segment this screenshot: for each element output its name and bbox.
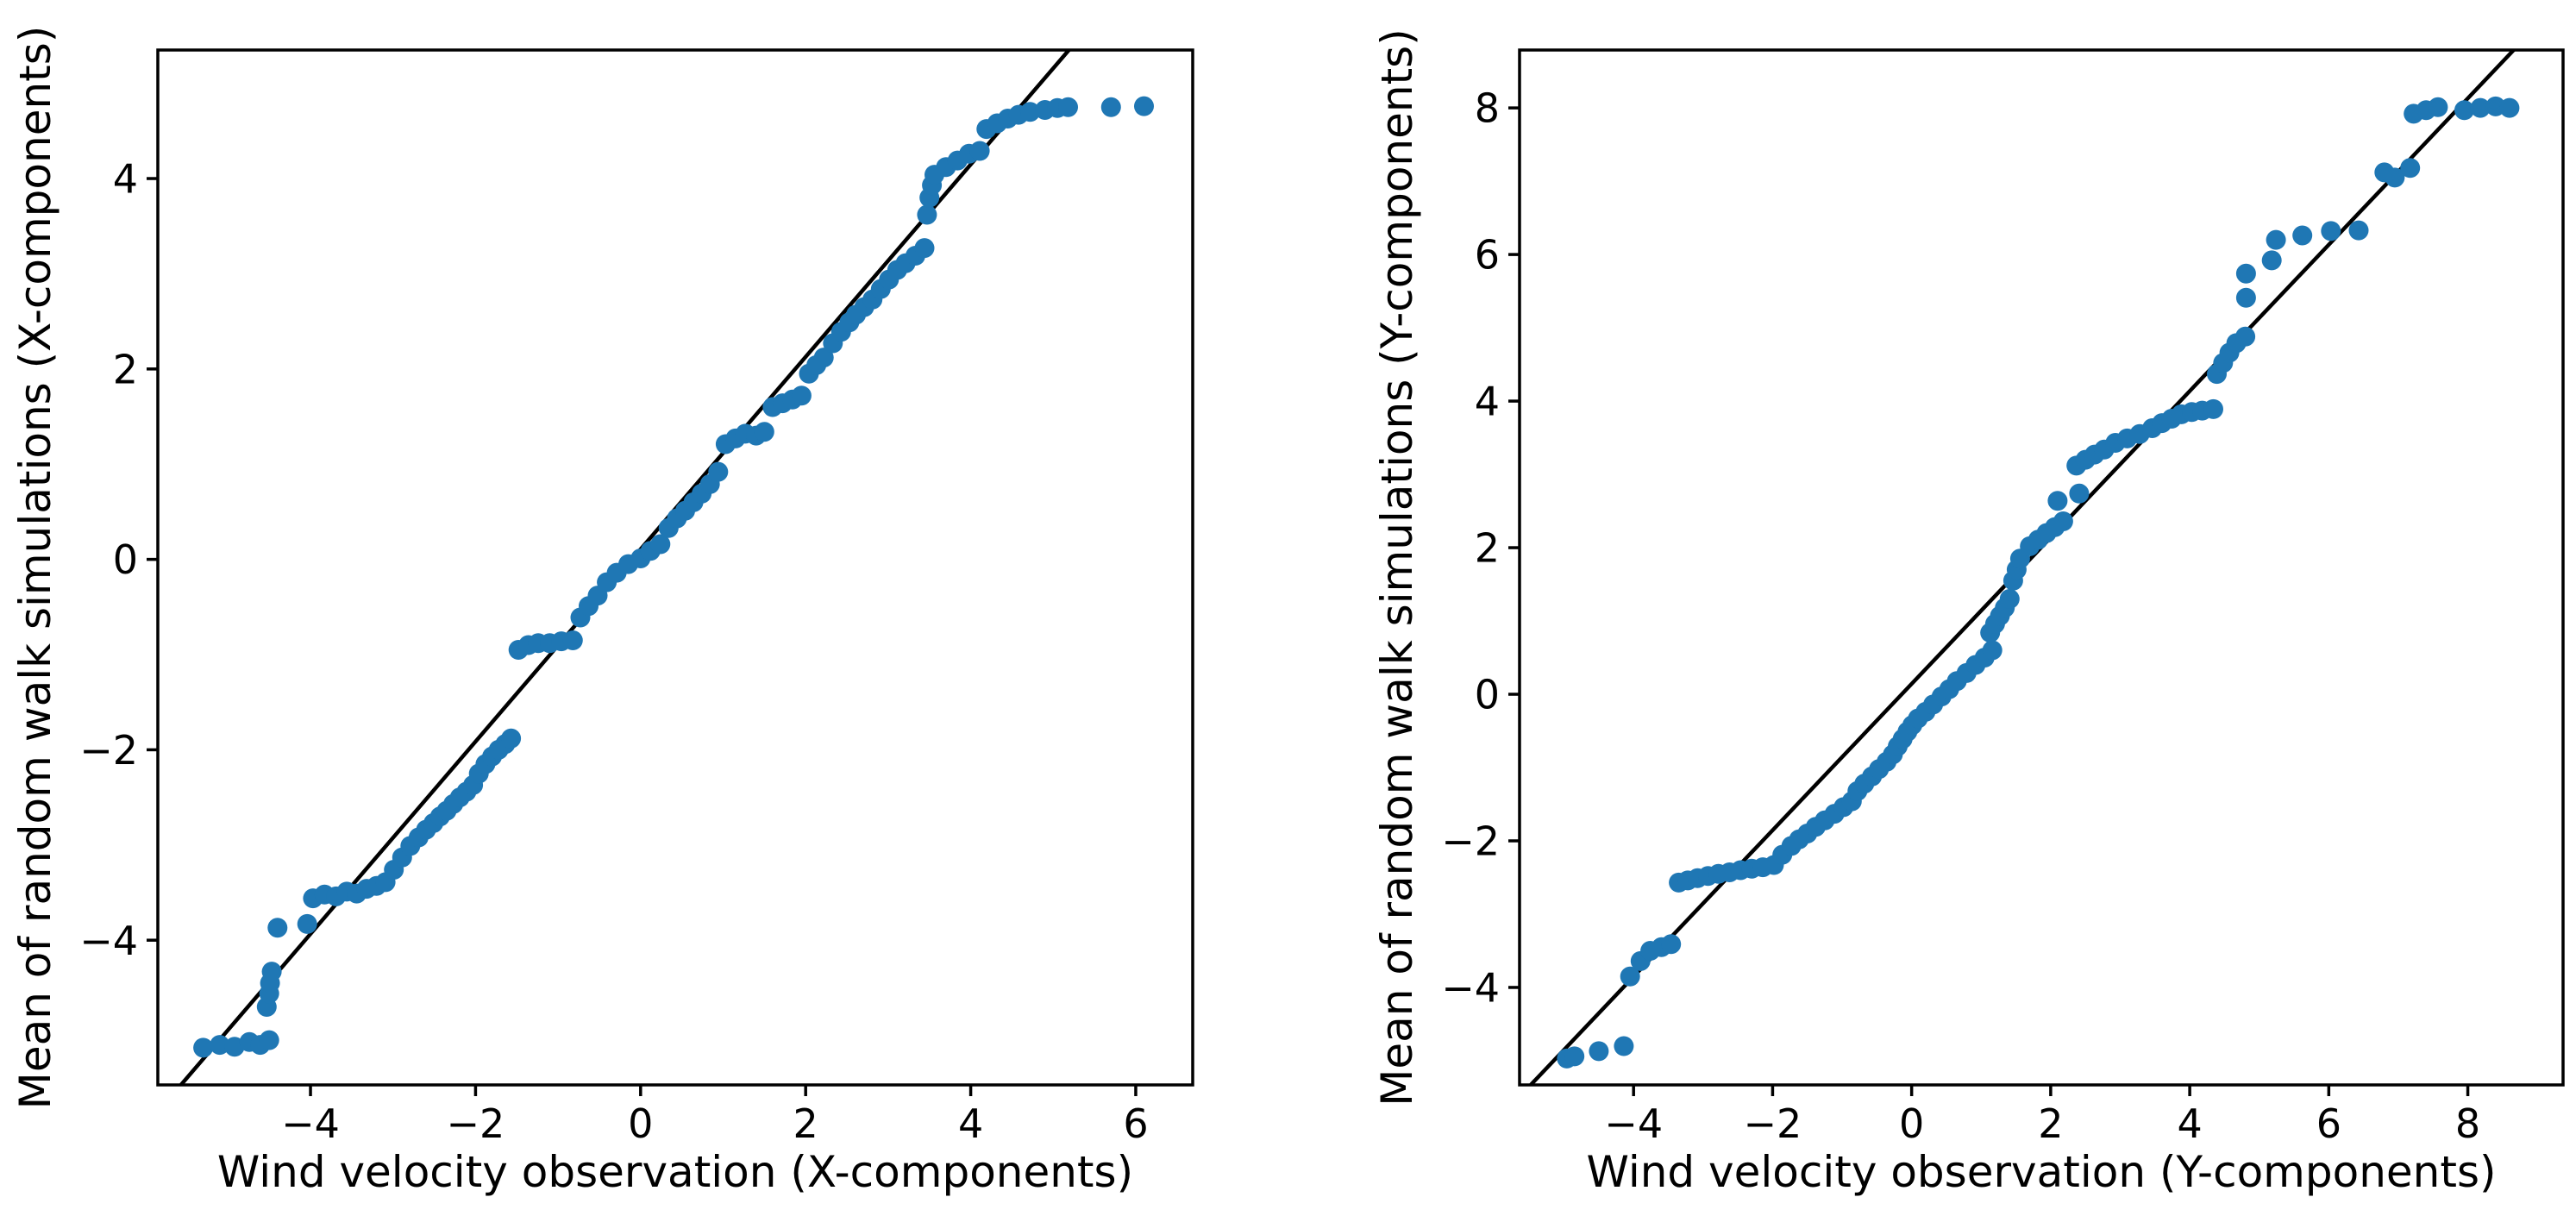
panel-y-data-point	[2499, 97, 2520, 118]
panel-y-xtick-label: −2	[1744, 1100, 1802, 1147]
panel-x-xtick-label: 2	[793, 1100, 818, 1147]
panel-x-data-point	[914, 238, 935, 259]
panel-y-ytick-label: −4	[1441, 965, 1500, 1012]
panel-x-data-point	[1020, 102, 1040, 122]
panel-y-spines	[1518, 48, 2565, 1087]
panel-y-data-point	[2292, 225, 2313, 246]
panel-y-data-point	[2235, 287, 2256, 308]
panel-x-yaxis-label: Mean of random walk simulations (X-compo…	[10, 26, 60, 1110]
panel-x-ytick-label: 4	[113, 156, 138, 203]
panel-x-data-point	[791, 385, 812, 406]
panel-y-ytick-label: 8	[1475, 85, 1500, 132]
panel-y-xtick-label: 2	[2038, 1100, 2063, 1147]
panel-y-ytick-label: −2	[1441, 818, 1500, 865]
panel-y-data-point	[2385, 167, 2405, 188]
panel-y-ytick-label: 2	[1475, 525, 1500, 572]
panel-y-data-point	[1999, 589, 2020, 609]
panel-y-data-point	[1614, 1036, 1634, 1056]
panel-x-ytick-label: −4	[79, 918, 138, 964]
panel-x-data-point	[501, 728, 522, 749]
panel-x-ytick-label: 2	[113, 346, 138, 392]
panel-x-data-point	[210, 1035, 230, 1056]
panel-y-data-point	[2470, 97, 2491, 118]
panel-y-xtick-label: −4	[1604, 1100, 1663, 1147]
panel-y-data-point	[1564, 1046, 1585, 1067]
panel-y-xtick-label: 4	[2177, 1100, 2202, 1147]
panel-x-data-point	[708, 461, 729, 482]
panel-x-ytick-label: 0	[113, 536, 138, 583]
panel-x-data-point	[917, 204, 937, 225]
panel-x-data-point	[297, 913, 317, 934]
panel-x-data-point	[193, 1037, 214, 1058]
panel-x-xaxis-label: Wind velocity observation (X-components)	[217, 1147, 1133, 1197]
panel-y-xaxis-label: Wind velocity observation (Y-components)	[1586, 1147, 2496, 1197]
panel-y-data-point	[2321, 221, 2341, 241]
panel-y-data-point	[2047, 491, 2068, 511]
panel-x-data-point	[261, 962, 282, 982]
panel-y-data-point	[2400, 158, 2421, 179]
panel-x-xtick-label: 0	[628, 1100, 653, 1147]
panel-x-data-point	[267, 918, 288, 938]
panel-y-xtick-label: 0	[1899, 1100, 1924, 1147]
panel-y-data-point	[2069, 483, 2090, 504]
panel-y-ytick-label: 4	[1475, 379, 1500, 425]
panel-y-yaxis-label: Mean of random walk simulations (Y-compo…	[1372, 28, 1422, 1106]
panel-x-xtick-label: 6	[1123, 1100, 1148, 1147]
panel-x-spines	[156, 48, 1194, 1087]
panel-x-data-point	[650, 534, 671, 555]
panel-y-xtick-label: 6	[2316, 1100, 2341, 1147]
panel-x-data-point	[813, 348, 834, 368]
panel-y-ytick-label: 6	[1475, 232, 1500, 279]
panel-y-data-point	[1661, 934, 1682, 955]
panel-x-data-point	[259, 1030, 279, 1050]
panel-x-data-point	[969, 141, 990, 161]
panel-y-data-point	[1982, 640, 2003, 661]
panel-y-data-point	[2203, 398, 2223, 419]
panel-y-data-point	[2348, 220, 2369, 241]
panel-y-xtick-label: 8	[2455, 1100, 2480, 1147]
panel-x-data-point	[1100, 97, 1121, 117]
panel-x-data-point	[1134, 96, 1154, 116]
panel-y-data-point	[2428, 97, 2448, 117]
panel-y-data-point	[2261, 250, 2282, 271]
panel-x-data-point	[1058, 97, 1078, 117]
panel-x-xtick-label: 4	[958, 1100, 983, 1147]
panel-x-data-point	[562, 630, 583, 650]
panel-y-data-point	[2454, 100, 2474, 121]
panel-y-ytick-label: 0	[1475, 672, 1500, 718]
panel-x-data-point	[754, 422, 774, 442]
panel-x-xtick-label: −2	[447, 1100, 505, 1147]
panel-y-data-point	[2235, 263, 2256, 284]
panel-y-data-point	[1620, 966, 1640, 987]
panel-x-xtick-label: −4	[281, 1100, 340, 1147]
panel-y-data-point	[2053, 511, 2073, 531]
panel-x-ytick-label: −2	[79, 727, 138, 774]
panel-y-data-point	[2235, 326, 2256, 347]
panel-y-data-point	[1589, 1041, 1609, 1062]
panel-y-data-point	[2266, 229, 2286, 250]
